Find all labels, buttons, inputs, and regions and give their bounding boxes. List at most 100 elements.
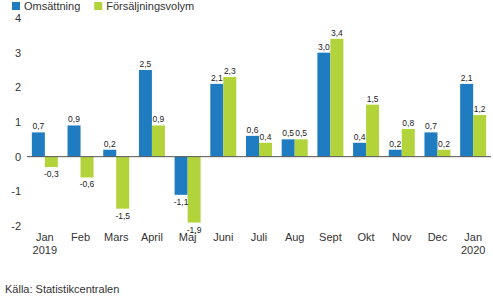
data-label: 0,9 [153,114,165,124]
tick-mark [24,18,27,19]
data-label: -0,6 [80,179,95,189]
legend-label: Försäljningsvolym [106,0,194,12]
x-tick-label-line: 2020 [461,244,485,256]
bar [330,39,343,157]
zero-line [27,156,491,157]
x-tick-label: April [141,231,163,243]
data-label: 0,6 [247,125,259,135]
data-label: 0,5 [295,128,307,138]
x-tick-label: Mars [104,231,129,243]
x-tick-label-line: 2019 [33,244,57,256]
tick-mark [24,226,27,227]
bar [366,105,379,157]
bar [246,136,259,157]
bar [103,150,116,157]
x-tick-label: Jan2020 [461,231,485,256]
x-tick-label: Maj [179,231,197,243]
x-tick-label: Feb [71,231,90,243]
source-note: Källa: Statistikcentralen [5,283,119,295]
data-label: 0,5 [282,128,294,138]
data-label: -0,3 [44,169,59,179]
y-tick-label: 0 [15,151,21,163]
bar [210,84,223,157]
x-tick-label-line: Nov [392,231,412,243]
chart: -2-1012340,70,90,22,5-1,12,10,60,53,00,4… [0,0,493,304]
x-tick-label-line: Aug [285,231,305,243]
y-tick-label: -2 [11,220,21,232]
data-label: 1,5 [367,94,379,104]
x-tick-label-line: Juni [213,231,233,243]
bar [295,139,308,156]
data-label: 0,9 [68,114,80,124]
data-label: 0,2 [389,139,401,149]
x-tick-label-line: April [141,231,163,243]
tick-mark [24,156,27,157]
x-tick-label-line: Feb [71,231,90,243]
x-tick-label: Juni [213,231,233,243]
bar [32,132,45,156]
data-label: 3,4 [331,28,343,38]
x-tick-label-line: Dec [428,231,448,243]
tick-mark [24,52,27,53]
bar [45,157,58,167]
data-label: 3,0 [318,42,330,52]
y-tick-label: 3 [15,47,21,59]
data-label: 1,2 [474,104,486,114]
bar [317,53,330,157]
data-label: 0,4 [260,132,272,142]
bar [402,129,415,157]
x-tick-label-line: Juli [251,231,268,243]
y-tick-label: -1 [11,185,21,197]
x-tick-label-line: Okt [358,231,375,243]
bar [116,157,129,209]
x-tick-label-line: Jan [36,231,54,243]
bar [473,115,486,157]
bar [389,150,402,157]
data-label: 2,5 [140,59,152,69]
bar [175,157,188,195]
x-tick-label: Okt [358,231,375,243]
x-tick-label: Dec [428,231,448,243]
data-label: 0,7 [425,121,437,131]
data-label: 2,3 [224,66,236,76]
data-label: 0,2 [438,139,450,149]
bar [68,125,81,156]
bar [460,84,473,157]
y-tick-label: 2 [15,81,21,93]
tick-mark [24,122,27,123]
data-label: 2,1 [211,73,223,83]
data-label: 2,1 [461,73,473,83]
y-tick-label: 4 [15,12,21,24]
bar [353,143,366,157]
bar [259,143,272,157]
data-label: 0,8 [402,118,414,128]
data-label: 0,4 [354,132,366,142]
bars [32,39,486,223]
tick-mark [24,87,27,88]
x-tick-label: Aug [285,231,305,243]
bar [223,77,236,157]
x-tick-label-line: Jan [464,231,482,243]
legend-label: Omsättning [24,0,80,12]
x-tick-label-line: Sept [319,231,342,243]
bar [437,150,450,157]
y-tick-label: 1 [15,116,21,128]
x-tick-label: Jan2019 [33,231,57,256]
x-tick-label: Sept [319,231,342,243]
x-tick-label: Juli [251,231,268,243]
bar [188,157,201,223]
legend-swatch [12,2,20,10]
bar [139,70,152,157]
x-tick-label-line: Maj [179,231,197,243]
legend-swatch [94,2,102,10]
data-label: 0,2 [104,139,116,149]
data-label: 0,7 [32,121,44,131]
x-tick-label-line: Mars [104,231,129,243]
bar [152,125,165,156]
bar [424,132,437,156]
bar [81,157,94,178]
bar [282,139,295,156]
tick-mark [24,191,27,192]
x-tick-label: Nov [392,231,412,243]
data-label: -1,5 [115,211,130,221]
